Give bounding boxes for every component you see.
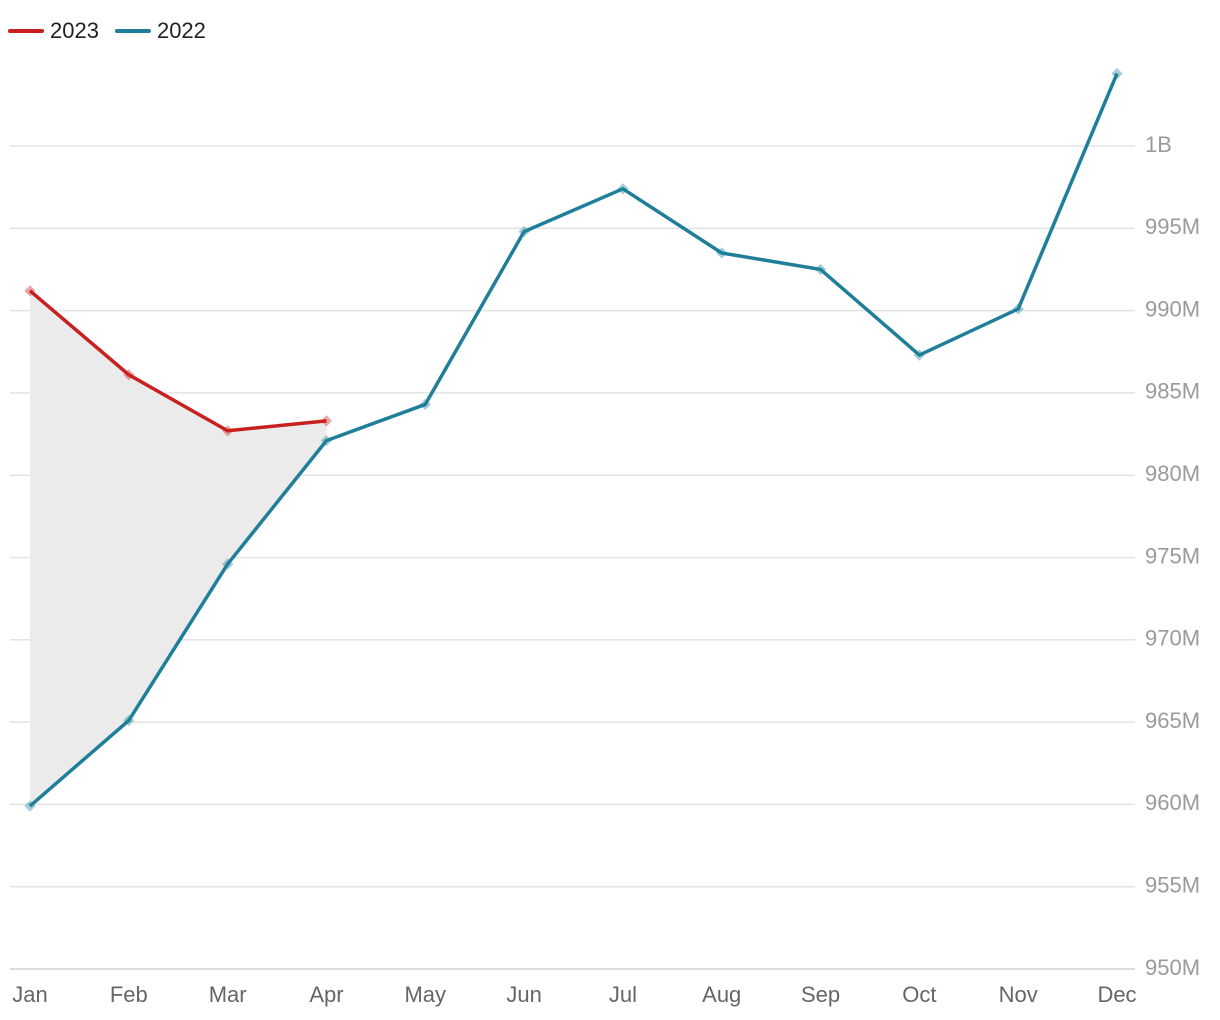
x-tick-label: Jul (609, 982, 637, 1007)
point-marker (1012, 303, 1024, 315)
point-marker (518, 225, 530, 238)
legend-label: 2022 (157, 18, 206, 43)
series-line (28, 289, 327, 433)
point-marker (320, 434, 333, 447)
x-tick-label: Nov (999, 982, 1038, 1007)
y-tick-label: 995M (1145, 214, 1200, 239)
y-tick-label: 975M (1145, 543, 1200, 568)
point-marker (221, 425, 234, 437)
x-tick-label: Jan (12, 982, 47, 1007)
point-marker (1111, 67, 1123, 80)
point-marker (221, 558, 234, 570)
y-tick-label: 955M (1145, 873, 1200, 898)
y-tick-label: 1B (1145, 132, 1172, 157)
legend-label: 2023 (50, 18, 99, 43)
series-line (28, 72, 1119, 808)
point-marker (814, 263, 827, 276)
x-tick-label: Sep (801, 982, 840, 1007)
y-tick-label: 965M (1145, 708, 1200, 733)
x-tick-label: Mar (209, 982, 247, 1007)
x-tick-label: Apr (309, 982, 343, 1007)
y-tick-label: 960M (1145, 790, 1200, 815)
y-tick-label: 990M (1145, 296, 1200, 321)
x-tick-label: Jun (506, 982, 541, 1007)
y-tick-label: 980M (1145, 461, 1200, 486)
x-tick-label: Dec (1097, 982, 1136, 1007)
x-tick-label: Feb (110, 982, 148, 1007)
x-tick-label: Oct (902, 982, 936, 1007)
point-marker (419, 398, 431, 411)
point-marker (320, 415, 333, 427)
y-tick-label: 970M (1145, 626, 1200, 651)
legend: 2023 2022 (8, 18, 206, 43)
point-marker (913, 349, 926, 361)
x-tick-label: Aug (702, 982, 741, 1007)
difference-area (30, 290, 327, 807)
y-tick-label: 950M (1145, 955, 1200, 980)
x-tick-label: May (404, 982, 446, 1007)
point-marker (617, 183, 629, 195)
y-tick-label: 985M (1145, 379, 1200, 404)
